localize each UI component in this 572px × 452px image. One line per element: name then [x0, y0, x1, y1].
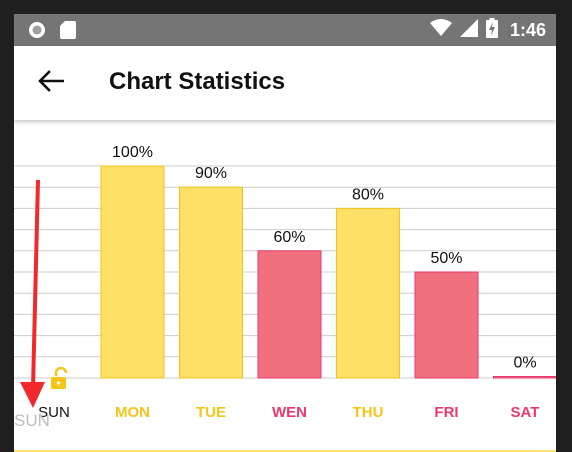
- status-icons: 1:46: [429, 17, 546, 43]
- value-label-fri: 50%: [430, 250, 462, 267]
- chart-category-labels: SUN MON TUE WEN THU FRI SAT: [38, 404, 539, 421]
- category-label-sat: SAT: [511, 404, 540, 421]
- bar-chart: 100% 90% 60% 80% 50% 0% SUN MON TUE WEN THU FRI SAT…: [14, 120, 556, 452]
- chart-bars: [100, 165, 557, 379]
- bottom-accent-strip: [14, 450, 556, 452]
- category-label-sun: SUN: [38, 404, 70, 421]
- bar-wen[interactable]: [257, 250, 322, 379]
- app-bar: Chart Statistics: [14, 46, 556, 120]
- value-label-wen: 60%: [273, 229, 305, 246]
- signal-icon: [459, 18, 478, 42]
- wifi-icon: [429, 18, 452, 42]
- status-bar: 1:46: [14, 14, 556, 46]
- page-title: Chart Statistics: [109, 68, 286, 95]
- arrow-left-icon: [38, 69, 65, 97]
- ghost-sun-label: SUN: [14, 411, 50, 430]
- value-label-tue: 90%: [195, 165, 227, 182]
- chart-svg: 100% 90% 60% 80% 50% 0% SUN MON TUE WEN THU FRI SAT…: [14, 144, 557, 430]
- record-circle-icon: [28, 21, 46, 44]
- value-label-thu: 80%: [352, 186, 384, 203]
- bar-fri[interactable]: [414, 271, 479, 379]
- value-label-sat: 0%: [513, 355, 536, 372]
- battery-charging-icon: [485, 17, 498, 43]
- category-label-wen: WEN: [272, 404, 307, 421]
- red-down-arrow-annotation: [20, 179, 45, 408]
- bar-thu[interactable]: [336, 207, 400, 379]
- category-label-fri: FRI: [434, 404, 458, 421]
- bar-sat[interactable]: [493, 376, 557, 379]
- unlock-icon[interactable]: [51, 366, 68, 389]
- phone-screen: 1:46 Chart Statistics 100% 90% 60% 80% 50% 0%…: [14, 14, 556, 452]
- status-time: 1:46: [509, 20, 546, 40]
- value-label-mon: 100%: [112, 144, 153, 161]
- bar-tue[interactable]: [179, 186, 243, 379]
- category-label-thu: THU: [353, 404, 384, 421]
- sd-card-icon: [60, 21, 76, 44]
- chart-value-labels: 100% 90% 60% 80% 50% 0%: [112, 144, 537, 372]
- category-label-tue: TUE: [196, 404, 226, 421]
- category-label-mon: MON: [115, 404, 150, 421]
- back-button[interactable]: [34, 66, 68, 100]
- bar-mon[interactable]: [100, 165, 165, 379]
